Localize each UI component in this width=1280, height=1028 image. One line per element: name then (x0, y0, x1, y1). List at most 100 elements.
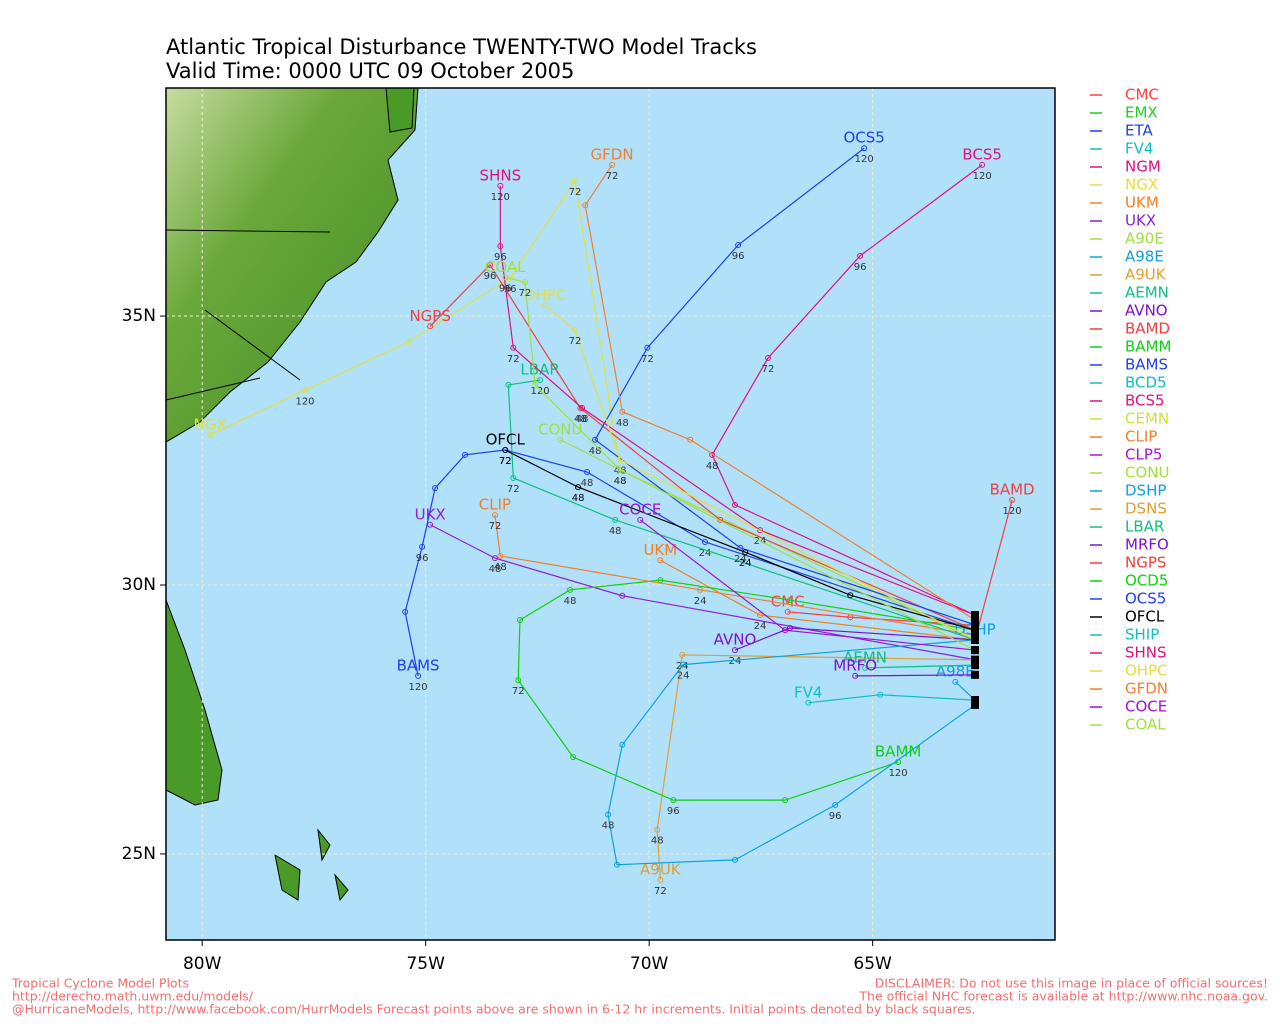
legend-label: ETA (1125, 122, 1153, 140)
forecast-point (952, 678, 959, 685)
track-label: LBAR (520, 361, 559, 379)
forecast-point (497, 243, 504, 250)
forecast-hour: 48 (494, 562, 507, 573)
forecast-point (731, 647, 738, 654)
track (429, 263, 976, 631)
forecast-point (609, 161, 616, 168)
forecast-point (857, 252, 864, 259)
legend-label: DSNS (1125, 500, 1167, 518)
legend-label: A90E (1125, 230, 1164, 248)
forecast-point (680, 661, 687, 668)
legend-label: SHNS (1125, 644, 1167, 662)
track (594, 147, 976, 626)
legend-label: NGX (1125, 176, 1158, 194)
forecast-point (505, 381, 512, 388)
forecast-hour: 120 (491, 192, 510, 203)
forecast-hour: 120 (973, 171, 992, 182)
forecast-point (619, 592, 626, 599)
track-label: CLIP (479, 496, 511, 514)
forecast-hour: 72 (507, 484, 520, 495)
forecast-hour: 96 (854, 262, 867, 273)
forecast-hour: 24 (739, 558, 752, 569)
forecast-hour: 24 (677, 671, 690, 682)
track-label: SHNS (480, 166, 522, 184)
forecast-point (584, 469, 591, 476)
forecast-hour: 72 (606, 171, 619, 182)
plot-area: CMCFV47296120NGX24UKM48UKXA98E244872A9UK… (166, 88, 1055, 940)
forecast-point (735, 242, 742, 249)
forecast-point (516, 616, 523, 623)
forecast-point (852, 672, 859, 679)
track-label: CONU (538, 420, 582, 438)
forecast-hour: 120 (409, 682, 428, 693)
forecast-hour: 48 (706, 461, 719, 472)
legend-label: EMX (1125, 104, 1158, 122)
track (711, 164, 983, 616)
forecast-point (784, 608, 791, 615)
y-tick-label: 25N (122, 844, 156, 864)
legend-label: CMC (1125, 86, 1159, 104)
forecast-point (617, 466, 624, 473)
track-label: NGPS (409, 307, 450, 325)
track-label: BAMD (990, 481, 1035, 499)
initial-point (970, 670, 979, 679)
track (865, 664, 976, 669)
forecast-point (782, 627, 789, 634)
legend-label: CONU (1125, 464, 1169, 482)
forecast-point (687, 436, 694, 443)
forecast-point (657, 557, 664, 564)
forecast-hour: 72 (569, 187, 582, 198)
legend-label: COCE (1125, 698, 1167, 716)
forecast-point (415, 672, 422, 679)
legend-label: FV4 (1125, 140, 1153, 158)
forecast-point (757, 612, 764, 619)
track-label: BCS5 (962, 145, 1002, 163)
forecast-point (487, 261, 494, 268)
forecast-point (731, 856, 738, 863)
forecast-hour: 48 (576, 414, 589, 425)
track-label: A9UK (640, 860, 682, 878)
forecast-point (537, 377, 544, 384)
track (639, 519, 976, 651)
track-label: NGX (194, 415, 227, 433)
legend-label: UKM (1125, 194, 1159, 212)
forecast-hour: 96 (416, 553, 429, 564)
forecast-point (644, 344, 651, 351)
initial-point (970, 661, 979, 670)
legend-label: LBAR (1125, 518, 1164, 536)
track (974, 499, 1013, 641)
legend-label: BAMD (1125, 320, 1170, 338)
track-label: MRFO (833, 656, 877, 674)
forecast-hour: 96 (484, 271, 497, 282)
forecast-hour: 72 (762, 364, 775, 375)
forecast-hour: 48 (614, 476, 627, 487)
legend-label: CLIP (1125, 428, 1157, 446)
legend-label: OFCL (1125, 608, 1165, 626)
forecast-point (502, 274, 509, 281)
forecast-point (979, 161, 986, 168)
footer-left: Tropical Cyclone Model Plots (11, 976, 189, 991)
forecast-point (697, 586, 704, 593)
initial-point (970, 696, 979, 705)
track (404, 449, 976, 677)
forecast-hour: 120 (531, 386, 550, 397)
forecast-point (432, 485, 439, 492)
track-label: OHPC (524, 286, 567, 304)
forecast-point (613, 861, 620, 868)
legend-label: A9UK (1125, 266, 1167, 284)
forecast-point (521, 279, 528, 286)
legend-label: NGM (1125, 158, 1161, 176)
track-label: BAMS (397, 656, 440, 674)
track (584, 164, 976, 621)
forecast-hour: 120 (295, 396, 314, 407)
legend-label: CEMN (1125, 410, 1169, 428)
forecast-point (619, 408, 626, 415)
track (607, 639, 976, 866)
track-label: FV4 (794, 683, 822, 701)
forecast-hour: 96 (499, 283, 512, 294)
track (505, 276, 976, 651)
track (499, 185, 976, 616)
track-label: OFCL (486, 430, 526, 448)
forecast-point (402, 608, 409, 615)
